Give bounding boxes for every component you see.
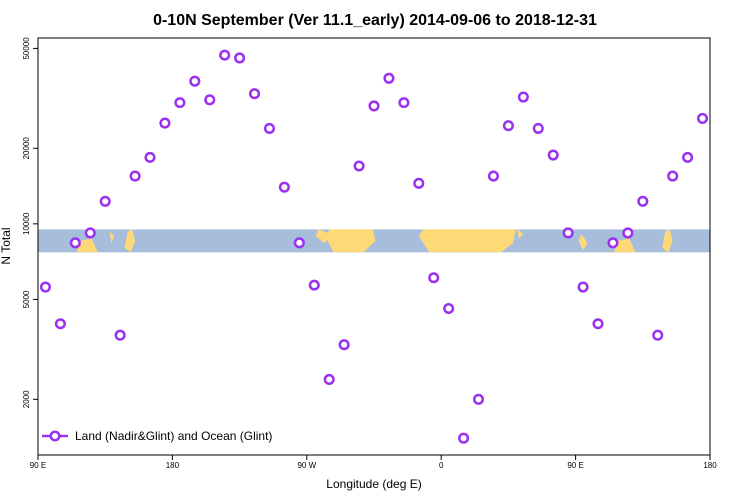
data-point [398, 97, 410, 109]
data-point [54, 318, 66, 330]
plot-frame [37, 37, 711, 456]
y-tick-label: 20000 [22, 137, 31, 160]
map-land [76, 229, 673, 253]
data-point [532, 122, 544, 134]
data-point [562, 227, 574, 239]
x-tick-label: 90 E [30, 461, 46, 470]
data-point [458, 432, 470, 444]
data-point [353, 160, 365, 172]
x-tick-label: 0 [439, 461, 444, 470]
data-point [517, 91, 529, 103]
data-point [428, 272, 440, 284]
x-tick-label: 180 [703, 461, 717, 470]
land-new-guinea [109, 231, 115, 244]
data-point [443, 302, 455, 315]
y-tick-label: 5000 [22, 290, 31, 308]
data-point [577, 281, 589, 293]
series-points [39, 49, 709, 444]
y-tick-label: 50000 [22, 37, 31, 60]
legend-marker [49, 430, 61, 442]
data-point [487, 170, 500, 182]
data-point [219, 49, 231, 61]
data-point [667, 170, 679, 182]
x-axis-label: Longitude (deg E) [326, 477, 421, 491]
y-tick-label: 2000 [22, 390, 31, 408]
data-point [248, 88, 261, 100]
x-tick-label: 90 W [297, 461, 316, 470]
data-point [278, 181, 290, 193]
y-tick-label: 10000 [22, 212, 31, 235]
land-africa [418, 229, 516, 253]
legend: Land (Nadir&Glint) and Ocean (Glint) [42, 429, 272, 443]
land-borneo [124, 229, 136, 253]
chart-title: 0-10N September (Ver 11.1_early) 2014-09… [153, 12, 597, 29]
data-point [323, 373, 335, 385]
land-east-africa-tip [517, 229, 524, 239]
data-point [39, 281, 52, 293]
data-point [472, 393, 485, 405]
data-point [682, 151, 694, 163]
land-sumatra-java-2 [614, 238, 636, 253]
data-point [622, 227, 634, 239]
land-borneo-2 [662, 229, 673, 253]
x-axis: 90 E 180 90 W 0 90 E 180 [30, 455, 717, 470]
data-point [69, 237, 81, 249]
data-point [114, 329, 126, 341]
data-point [637, 195, 649, 207]
data-point [607, 237, 619, 249]
data-point [383, 72, 395, 84]
data-point [547, 149, 559, 161]
data-point [263, 122, 276, 134]
data-point [189, 75, 201, 87]
data-point [368, 100, 380, 112]
y-axis: 2000 5000 10000 20000 50000 [22, 37, 38, 408]
data-point [652, 329, 664, 341]
data-point [308, 279, 320, 291]
data-point [338, 339, 350, 351]
x-tick-label: 90 E [567, 461, 583, 470]
data-point [159, 117, 171, 129]
land-central-america [315, 229, 331, 244]
land-sumatra-java [76, 238, 98, 253]
data-point [84, 227, 96, 239]
data-point [592, 318, 604, 330]
legend-label: Land (Nadir&Glint) and Ocean (Glint) [75, 429, 272, 443]
data-point [293, 237, 305, 249]
land-malay [578, 234, 588, 251]
data-point [502, 120, 514, 132]
data-point [204, 94, 216, 106]
data-point [696, 112, 709, 124]
map-band [38, 229, 710, 253]
data-point [174, 97, 186, 109]
x-tick-label: 180 [166, 461, 180, 470]
land-south-america [326, 229, 376, 253]
data-point [144, 151, 156, 163]
data-point [129, 170, 141, 182]
data-point [234, 52, 246, 64]
data-point [99, 195, 111, 207]
y-axis-label: N Total [0, 227, 13, 264]
data-point [413, 177, 425, 189]
